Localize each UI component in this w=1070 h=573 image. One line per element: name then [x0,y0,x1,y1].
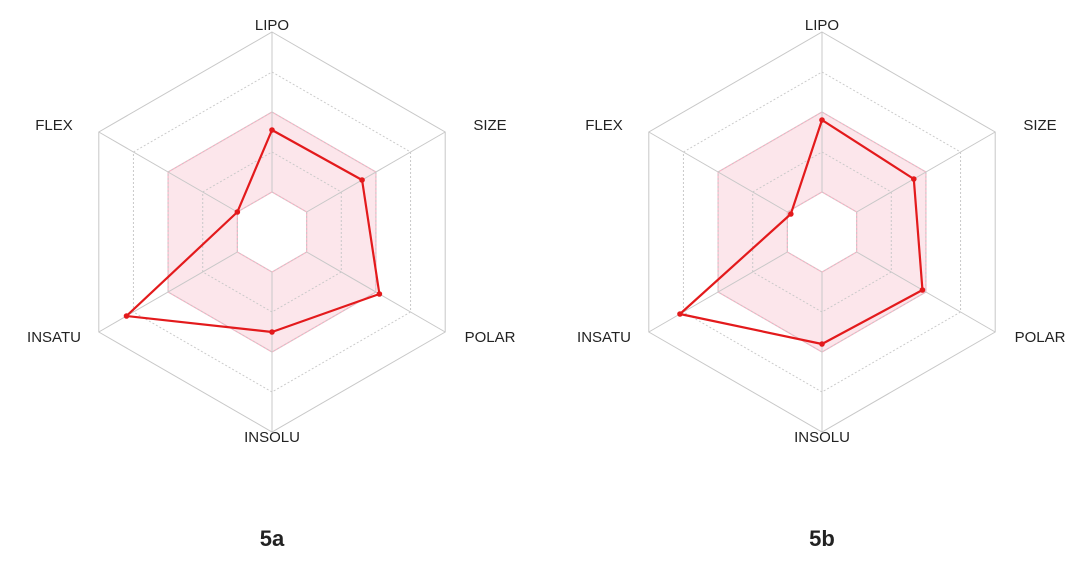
axis-label: SIZE [1023,117,1056,134]
data-point [359,177,365,183]
spoke [856,251,996,333]
data-point [677,311,683,317]
axis-label: INSOLU [244,429,300,446]
data-point [819,117,825,123]
axis-label: INSATU [577,329,631,346]
spoke [856,131,996,213]
data-point [234,209,241,215]
spoke [648,131,788,213]
chart-title: 5a [260,526,285,551]
data-point [919,287,926,293]
axis-label: LIPO [805,17,839,34]
axis-label: FLEX [585,117,623,134]
data-point [123,313,130,319]
data-point [819,341,825,347]
data-point [269,127,275,133]
axis-label: FLEX [35,117,73,134]
data-point [269,329,275,335]
axis-label: LIPO [255,17,289,34]
spoke [306,251,446,333]
spoke [98,131,238,213]
data-point [376,291,383,297]
data-point [910,176,917,182]
axis-label: INSOLU [794,429,850,446]
axis-label: SIZE [473,117,506,134]
spoke [306,131,446,213]
spoke [98,251,238,333]
axis-label: POLAR [465,329,516,346]
axis-label: INSATU [27,329,81,346]
data-point [788,211,794,217]
spoke [648,251,788,333]
chart-title: 5b [809,526,835,551]
axis-label: POLAR [1015,329,1066,346]
